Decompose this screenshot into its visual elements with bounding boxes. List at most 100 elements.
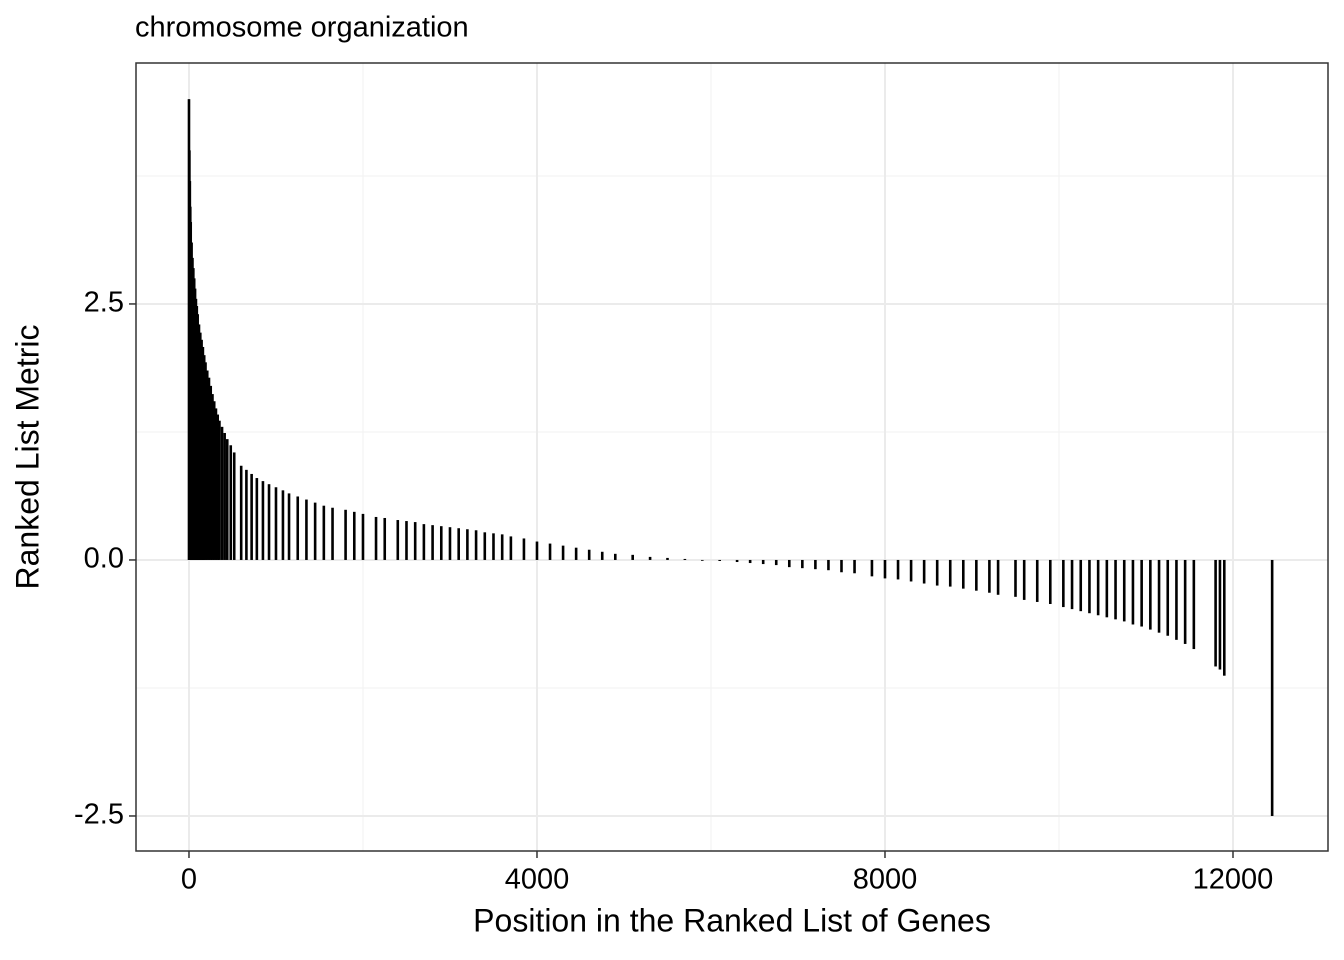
bar <box>331 507 334 560</box>
bar <box>466 529 469 560</box>
bar <box>1183 559 1187 644</box>
bar <box>197 324 201 560</box>
bar <box>683 558 687 560</box>
bar <box>313 502 317 560</box>
bar <box>250 473 253 560</box>
bar <box>204 362 207 560</box>
bar <box>422 524 426 560</box>
x-tick-label: 4000 <box>505 864 570 896</box>
bar <box>870 559 874 577</box>
bar <box>975 559 978 591</box>
bar <box>287 493 291 560</box>
bar <box>223 432 226 560</box>
bar <box>274 487 278 560</box>
bar <box>748 559 752 564</box>
bar <box>509 536 513 560</box>
bar <box>988 559 991 593</box>
bar <box>574 547 578 560</box>
bar <box>1166 559 1170 636</box>
bar <box>735 559 739 563</box>
bar <box>200 339 203 560</box>
y-axis-label: Ranked List Metric <box>9 325 45 590</box>
bar <box>352 511 356 560</box>
bar <box>948 559 952 587</box>
bar <box>281 490 285 560</box>
bar <box>1088 559 1091 614</box>
bar <box>212 401 216 560</box>
bar <box>413 522 417 560</box>
bar <box>853 559 856 574</box>
bar <box>1114 559 1117 620</box>
bar <box>587 549 591 560</box>
bar <box>666 557 669 560</box>
y-tick-label: 2.5 <box>84 287 124 319</box>
bar <box>261 481 265 560</box>
bar <box>1214 559 1217 667</box>
chart-title: chromosome organization <box>135 12 469 44</box>
bar <box>1218 559 1222 670</box>
bar <box>1035 559 1039 602</box>
bar <box>535 541 539 560</box>
bar <box>492 533 495 560</box>
bar <box>935 559 939 586</box>
bar <box>600 551 604 560</box>
bar <box>1096 559 1100 616</box>
bar <box>827 559 830 571</box>
bar <box>1270 559 1274 816</box>
bar <box>374 516 378 560</box>
bar <box>774 559 778 566</box>
bar <box>561 545 565 560</box>
bar <box>216 414 219 560</box>
bar <box>814 559 817 570</box>
bar <box>267 484 271 560</box>
bar <box>613 553 617 560</box>
bar <box>1048 559 1052 605</box>
bar <box>1022 559 1026 600</box>
bar <box>483 532 487 560</box>
bar <box>361 513 365 560</box>
y-tick-label: 0.0 <box>84 543 124 575</box>
bar <box>787 559 791 568</box>
bar <box>405 521 408 560</box>
bar <box>196 314 199 560</box>
bar <box>214 408 218 560</box>
bar <box>1131 559 1135 625</box>
bar <box>305 499 308 560</box>
bar <box>1192 559 1196 650</box>
x-axis-label: Position in the Ranked List of Genes <box>473 902 991 938</box>
bar <box>1079 559 1083 612</box>
bar <box>431 525 434 560</box>
bar <box>996 559 1000 595</box>
bar <box>883 559 887 579</box>
bar <box>1014 559 1017 597</box>
bar <box>801 559 804 569</box>
bar <box>439 526 443 560</box>
bar <box>202 355 206 560</box>
bar <box>1222 559 1226 676</box>
bar <box>457 528 460 560</box>
bar <box>922 559 926 584</box>
bar <box>296 496 300 560</box>
bar <box>255 478 259 560</box>
bar <box>1062 559 1065 608</box>
bar <box>1149 559 1152 630</box>
bar <box>211 394 214 560</box>
bar <box>322 505 326 560</box>
bar <box>229 445 233 560</box>
bar <box>396 520 400 560</box>
bar <box>896 559 900 580</box>
bar <box>201 346 205 560</box>
bar <box>448 527 452 560</box>
x-tick-label: 12000 <box>1193 864 1274 896</box>
bar <box>383 517 387 560</box>
bar <box>961 559 965 589</box>
bar <box>1122 559 1126 622</box>
bar <box>700 559 704 561</box>
bar <box>548 543 552 560</box>
bar <box>344 509 347 560</box>
bar <box>1175 559 1178 640</box>
bar <box>225 439 229 560</box>
bar <box>761 559 765 565</box>
x-tick-label: 8000 <box>853 864 918 896</box>
